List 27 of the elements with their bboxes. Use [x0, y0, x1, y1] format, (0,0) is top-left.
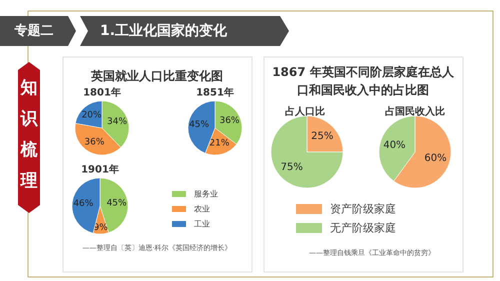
data-label: 60% — [424, 153, 447, 164]
chart-title: 占国民收入比 — [385, 106, 445, 118]
chart-title: 1867 年英国不同阶层家庭在总人口和国民收入中的占比图 — [272, 65, 455, 97]
legend-label: 服务业 — [194, 190, 218, 198]
chart-subtitle: 1801年 — [83, 86, 121, 98]
legend-label: 资产阶级家庭 — [330, 202, 396, 216]
data-label: 36% — [84, 137, 105, 148]
data-label: 36% — [219, 116, 240, 126]
text: 1.工业化国家的变化 — [100, 22, 228, 39]
data-label: 25% — [311, 131, 334, 142]
data-label: 20% — [82, 110, 102, 121]
data-label: 46% — [73, 198, 94, 209]
chart-subtitle: 占人口比 — [285, 106, 325, 118]
data-label: 34% — [107, 116, 128, 127]
text: 知识梳理 — [20, 78, 38, 191]
data-label: 75% — [280, 162, 303, 173]
data-label: 21% — [209, 138, 230, 149]
chart-title: 1901年 — [81, 164, 119, 176]
data-label: 45% — [106, 198, 128, 208]
legend-label: 工业 — [194, 220, 210, 228]
text: 英国就业人口比重变化图 — [90, 69, 223, 83]
chart-title: 1851年 — [196, 86, 234, 98]
legend-label: 农业 — [194, 204, 210, 214]
text: 专题二 — [14, 22, 54, 38]
data-label: 40% — [383, 140, 406, 151]
data-label: 45% — [189, 120, 210, 130]
legend-label: 无产阶级家庭 — [330, 222, 396, 234]
